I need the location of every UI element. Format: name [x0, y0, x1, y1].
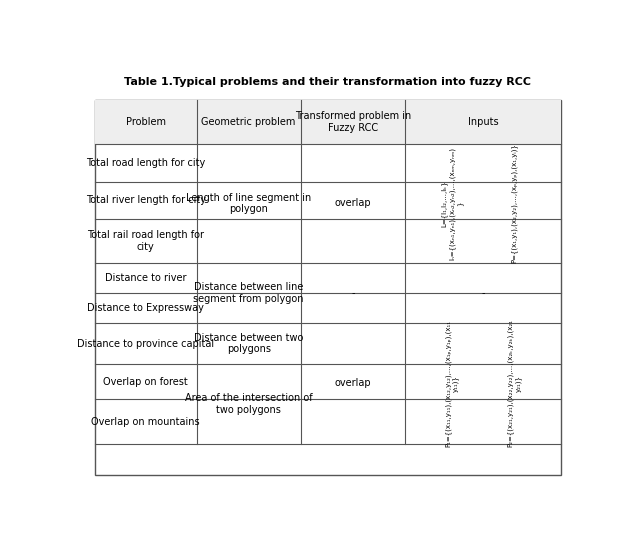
Text: Total rail road length for
city: Total rail road length for city [87, 230, 204, 252]
Text: Transformed problem in
Fuzzy RCC: Transformed problem in Fuzzy RCC [294, 111, 411, 133]
Text: P₁={(x₁₁,y₁₁),(x₁₂,y₁₂),...,(x₁ₚ,y₁ₚ),(x₁₁
y₁₁)}: P₁={(x₁₁,y₁₁),(x₁₂,y₁₂),...,(x₁ₚ,y₁ₚ),(x… [445, 320, 459, 447]
Text: Overlap on forest: Overlap on forest [103, 377, 188, 387]
Text: Table 1.Typical problems and their transformation into fuzzy RCC: Table 1.Typical problems and their trans… [125, 77, 531, 88]
Text: Total river length for city: Total river length for city [86, 195, 205, 205]
Text: -: - [481, 288, 484, 298]
Bar [95, 100, 561, 144]
Text: P={(x₁,y₁),(x₂,y₂),...,(xₚ,yₚ),(x₁,yᵢ)}: P={(x₁,y₁),(x₂,y₂),...,(xₚ,yₚ),(x₁,yᵢ)} [511, 143, 518, 263]
Text: Total road length for city: Total road length for city [86, 158, 205, 168]
Text: Inputs: Inputs [468, 117, 499, 127]
Text: L={l₁,l₂,...,lₖ}
lₙ={(xₙ₁,yₙ₁),(xₙ₂,yₙ₂),...,(xₙₘ,yₙₘ)
}: L={l₁,l₂,...,lₖ} lₙ={(xₙ₁,yₙ₁),(xₙ₂,yₙ₂)… [440, 147, 463, 260]
Text: Area of the intersection of
two polygons: Area of the intersection of two polygons [185, 393, 312, 415]
Text: -: - [351, 288, 355, 298]
Text: Problem: Problem [125, 117, 166, 127]
Text: Geometric problem: Geometric problem [202, 117, 296, 127]
Text: Distance to Expressway: Distance to Expressway [87, 303, 204, 313]
Text: P₂={(x₂₁,y₂₁),(x₂₂,y₂₂),...,(x₂ₖ,y₂ₖ),(x₂₁
y₂₁)}: P₂={(x₂₁,y₂₁),(x₂₂,y₂₂),...,(x₂ₖ,y₂ₖ),(x… [507, 319, 522, 447]
Text: Distance to river: Distance to river [105, 273, 186, 283]
Text: Overlap on mountains: Overlap on mountains [92, 417, 200, 426]
Text: overlap: overlap [335, 199, 371, 208]
Text: overlap: overlap [335, 378, 371, 388]
Text: Distance between two
polygons: Distance between two polygons [194, 333, 303, 354]
Text: Length of line segment in
polygon: Length of line segment in polygon [186, 193, 311, 214]
Text: Distance between line
segment from polygon: Distance between line segment from polyg… [193, 282, 304, 304]
Text: Distance to province capital: Distance to province capital [77, 339, 214, 348]
